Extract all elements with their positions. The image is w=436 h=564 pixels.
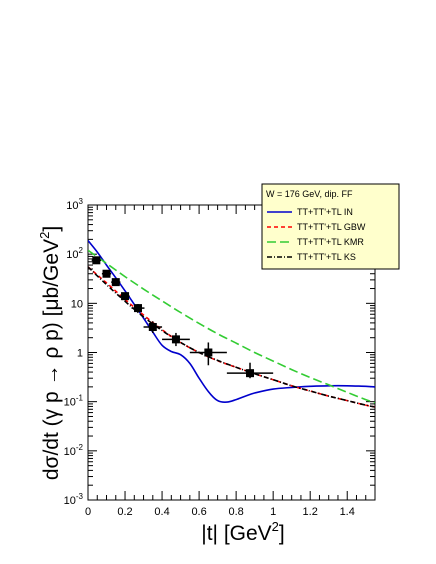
x-tick-label: 0.2 — [117, 506, 132, 518]
legend: W = 176 GeV, dip. FF TT+TT'+TL IN TT+TT'+… — [261, 183, 400, 270]
x-axis-title: |t| [GeV2] — [201, 519, 285, 545]
series-line-2 — [88, 249, 375, 404]
legend-label-0: TT+TT'+TL IN — [297, 207, 353, 217]
point-marker — [148, 323, 157, 332]
data-point — [131, 303, 145, 313]
point-marker — [111, 278, 120, 287]
data-point — [111, 278, 121, 287]
point-marker — [171, 335, 180, 344]
data-point — [91, 256, 101, 265]
y-tick-label: 10-2 — [64, 443, 84, 458]
point-marker — [133, 304, 142, 313]
x-tick-label: 1 — [270, 506, 276, 518]
y-axis-title: dσ/dt (γ p → ρ p) [μb/GeV2] — [37, 226, 63, 480]
y-tick-label: 102 — [66, 246, 83, 261]
point-marker — [246, 369, 255, 378]
y-tick-label: 10-1 — [64, 394, 84, 409]
x-tick-label: 0 — [85, 506, 91, 518]
measurements — [91, 256, 274, 379]
point-marker — [92, 256, 101, 265]
data-point — [120, 292, 130, 301]
legend-header: W = 176 GeV, dip. FF — [266, 189, 353, 199]
legend-label-1: TT+TT'+TL GBW — [297, 222, 366, 232]
data-point — [101, 269, 112, 278]
legend-label-2: TT+TT'+TL KMR — [297, 237, 364, 247]
x-tick-label: 0.4 — [154, 506, 169, 518]
y-tick-label: 10-3 — [64, 492, 84, 507]
x-tick-label: 1.2 — [303, 506, 318, 518]
x-tick-label: 1.4 — [340, 506, 355, 518]
y-tick-label: 10 — [71, 298, 83, 310]
point-marker — [102, 269, 111, 278]
point-marker — [121, 292, 130, 301]
data-point — [189, 342, 227, 366]
point-marker — [204, 348, 213, 357]
data-point — [226, 362, 274, 379]
y-tick-label: 1 — [77, 348, 83, 360]
series-line-0 — [88, 240, 375, 404]
y-tick-label: 103 — [66, 197, 83, 212]
data-point — [162, 332, 190, 347]
legend-label-3: TT+TT'+TL KS — [297, 252, 356, 262]
x-tick-label: 0.8 — [228, 506, 243, 518]
data-point — [143, 321, 163, 333]
x-tick-label: 0.6 — [191, 506, 206, 518]
